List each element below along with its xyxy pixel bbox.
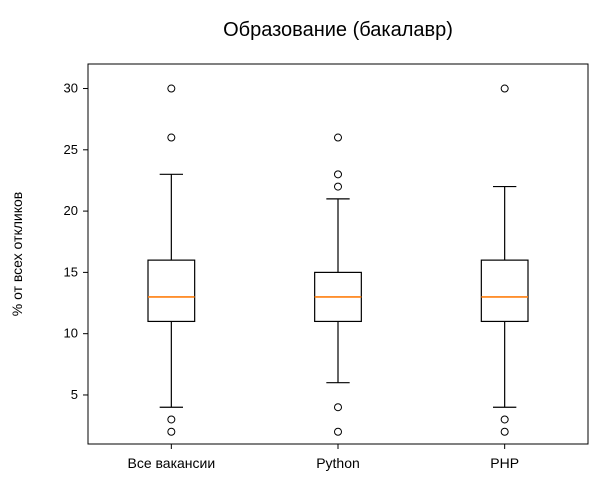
ytick-label: 10 xyxy=(64,326,78,341)
outlier xyxy=(501,85,508,92)
category-label: PHP xyxy=(490,455,519,471)
outlier xyxy=(501,428,508,435)
outlier xyxy=(335,404,342,411)
outlier xyxy=(168,428,175,435)
ytick-label: 20 xyxy=(64,203,78,218)
ytick-label: 15 xyxy=(64,264,78,279)
box xyxy=(481,260,528,321)
y-axis-label: % от всех откликов xyxy=(9,192,25,316)
box xyxy=(148,260,195,321)
outlier xyxy=(501,416,508,423)
ytick-label: 25 xyxy=(64,142,78,157)
boxplot-chart: Образование (бакалавр) % от всех откликов… xyxy=(0,0,616,504)
outlier xyxy=(335,134,342,141)
outlier xyxy=(168,134,175,141)
ytick-label: 5 xyxy=(71,387,78,402)
outlier xyxy=(335,171,342,178)
category-label: Все вакансии xyxy=(127,455,215,471)
category-label: Python xyxy=(316,455,360,471)
outlier xyxy=(335,183,342,190)
outlier xyxy=(335,428,342,435)
chart-title: Образование (бакалавр) xyxy=(223,19,453,41)
outlier xyxy=(168,85,175,92)
outlier xyxy=(168,416,175,423)
ytick-label: 30 xyxy=(64,81,78,96)
